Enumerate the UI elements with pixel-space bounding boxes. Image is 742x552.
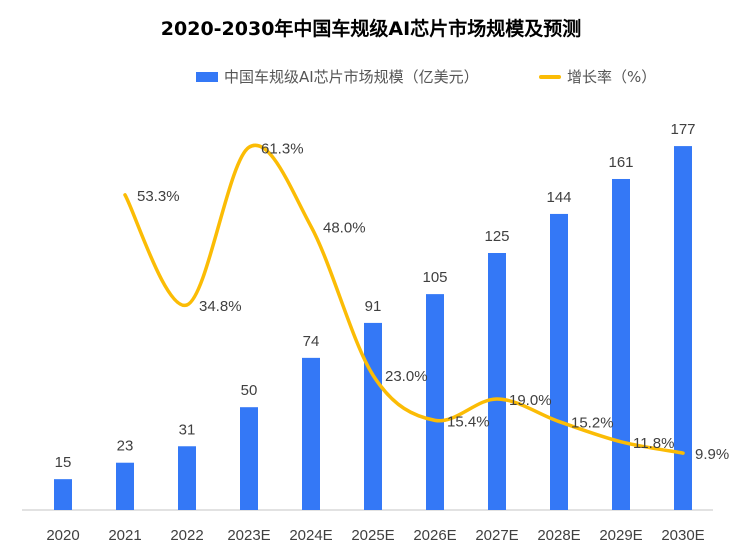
- line-data-label: 53.3%: [137, 188, 180, 205]
- line-data-label: 15.2%: [571, 415, 614, 432]
- bar: [178, 446, 196, 510]
- line-data-label: 61.3%: [261, 140, 304, 157]
- bar: [488, 253, 506, 510]
- line-data-label: 15.4%: [447, 413, 490, 430]
- x-tick-label: 2020: [46, 527, 79, 544]
- x-tick-label: 2026E: [413, 527, 456, 544]
- bar-data-label: 15: [55, 454, 72, 471]
- line-data-label: 34.8%: [199, 298, 242, 315]
- line-data-label: 48.0%: [323, 219, 366, 236]
- legend-line-swatch: [539, 74, 561, 79]
- legend-label: 中国车规级AI芯片市场规模（亿美元）: [224, 68, 479, 86]
- growth-rate-line: [123, 143, 685, 455]
- bar-data-label: 23: [117, 438, 134, 455]
- bar-data-label: 91: [365, 298, 382, 315]
- legend-item-growth-rate: 增长率（%）: [539, 66, 656, 87]
- bar-data-label: 50: [241, 382, 258, 399]
- bar-data-label: 74: [303, 333, 320, 350]
- x-tick-label: 2030E: [661, 527, 704, 544]
- bar-data-label: 161: [608, 154, 633, 171]
- bar: [674, 146, 692, 510]
- bar-data-label: 31: [179, 421, 196, 438]
- bar: [364, 322, 382, 510]
- bar: [240, 407, 258, 510]
- chart-title: 2020-2030年中国车规级AI芯片市场规模及预测: [160, 18, 582, 40]
- legend-label: 增长率（%）: [567, 68, 657, 86]
- x-tick-label: 2025E: [351, 527, 394, 544]
- bar-data-label: 105: [422, 269, 447, 286]
- line-data-label: 11.8%: [633, 435, 674, 452]
- bar: [54, 479, 72, 510]
- line-data-label: 9.9%: [695, 446, 729, 463]
- x-tick-label: 2024E: [289, 527, 332, 544]
- x-tick-label: 2028E: [537, 527, 580, 544]
- x-tick-label: 2029E: [599, 527, 642, 544]
- bar: [302, 357, 320, 510]
- bar: [612, 178, 630, 510]
- bar-data-label: 125: [484, 228, 509, 245]
- x-tick-label: 2021: [108, 527, 141, 544]
- bar-data-label: 144: [546, 189, 571, 206]
- x-tick-label: 2027E: [475, 527, 518, 544]
- bar: [426, 294, 444, 510]
- x-tick-label: 2023E: [227, 527, 270, 544]
- legend-item-market-size: 中国车规级AI芯片市场规模（亿美元）: [196, 66, 479, 87]
- legend-bar-swatch: [196, 71, 218, 82]
- bar: [116, 462, 134, 510]
- bar-data-label: 177: [670, 121, 695, 138]
- line-data-label: 23.0%: [385, 368, 428, 385]
- line-data-label: 19.0%: [509, 392, 552, 409]
- bar: [550, 213, 568, 510]
- x-tick-label: 2022: [170, 527, 203, 544]
